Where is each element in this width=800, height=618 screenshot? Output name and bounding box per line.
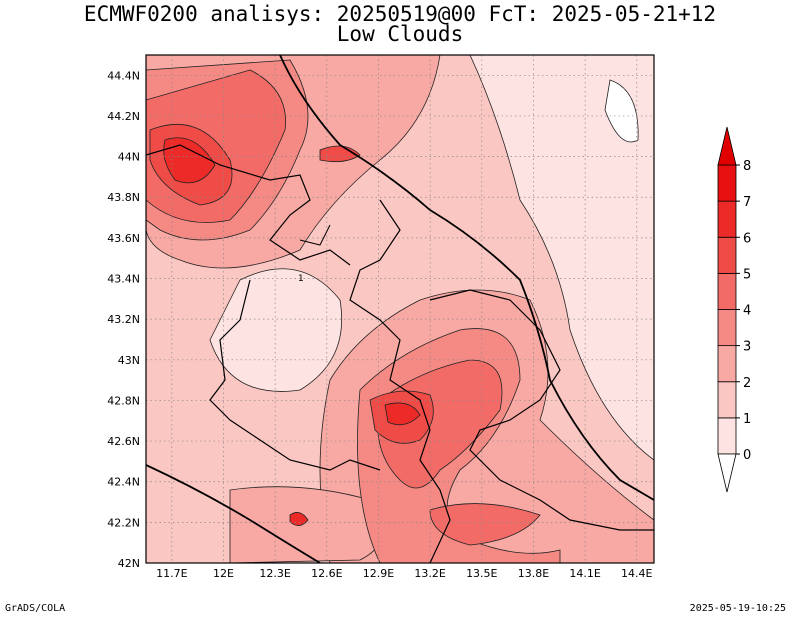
x-tick-label: 14.4E	[621, 567, 652, 580]
regional-border-1	[349, 199, 451, 563]
graticule	[146, 55, 654, 563]
colorbar-swatch	[717, 236, 737, 274]
map-title: ECMWF0200 analisys: 20250519@00 FcT: 202…	[83, 2, 717, 26]
regional-border-4	[429, 289, 654, 531]
y-tick-label: 43.6N	[107, 232, 140, 245]
map-subtitle: Low Clouds	[336, 22, 464, 46]
x-tick-label: 12.9E	[363, 567, 394, 580]
y-tick-label: 42.6N	[107, 435, 140, 448]
y-tick-label: 44.2N	[107, 110, 140, 123]
regional-border-2	[146, 144, 351, 266]
y-tick-label: 43.4N	[107, 273, 140, 286]
field-level-7-south	[384, 402, 421, 426]
colorbar-label: 5	[743, 267, 751, 282]
republic-border	[299, 224, 331, 246]
plot-frame	[145, 54, 655, 564]
field-level-3-sw	[229, 486, 384, 563]
colorbar-swatch	[717, 345, 737, 383]
x-tick-label: 11.7E	[156, 567, 187, 580]
colorbar-label: 0	[743, 448, 751, 463]
y-tick-label: 42.2N	[107, 516, 140, 529]
field-level-7	[163, 137, 216, 184]
y-tick-label: 43N	[118, 354, 140, 367]
regional-border-3	[209, 279, 381, 471]
colorbar-label: 3	[743, 340, 751, 355]
x-tick-label: 14.1E	[569, 567, 600, 580]
colorbar-label: 1	[743, 412, 751, 427]
x-tick-label: 12.3E	[259, 567, 290, 580]
field-level-6-center	[319, 145, 361, 163]
west-coastline	[146, 464, 321, 563]
field-level-0	[604, 79, 639, 143]
y-tick-label: 42N	[118, 557, 140, 570]
colorbar-label: 7	[743, 195, 751, 210]
footer-right-label: 2025-05-19-10:25	[689, 603, 786, 614]
x-tick-label: 13.5E	[466, 567, 497, 580]
contour-label: 1	[298, 274, 304, 284]
colorbar-min-arrow	[717, 453, 737, 493]
x-tick-label: 12E	[213, 567, 234, 580]
colorbar-label: 6	[743, 231, 751, 246]
x-tick-labels: 11.7E 12E 12.3E 12.6E 12.9E 13.2E 13.5E 13.8E 14…	[156, 567, 652, 580]
colorbar-swatch	[717, 200, 737, 238]
y-tick-label: 42.8N	[107, 394, 140, 407]
cloud-field	[146, 55, 654, 563]
x-tick-label: 13.2E	[414, 567, 445, 580]
colorbar-swatch	[717, 381, 737, 419]
colorbar-max-arrow	[717, 126, 737, 166]
x-tick-label: 13.8E	[518, 567, 549, 580]
colorbar: 0 1 2 3 4 5 6 7 8	[717, 126, 751, 493]
coastline	[279, 55, 654, 501]
y-tick-label: 43.8N	[107, 191, 140, 204]
y-tick-label: 43.2N	[107, 313, 140, 326]
colorbar-swatch	[717, 272, 737, 310]
y-tick-label: 42.4N	[107, 476, 140, 489]
borders	[146, 55, 654, 563]
colorbar-label: 8	[743, 159, 751, 174]
colorbar-swatch	[717, 309, 737, 347]
field-level-1-patch	[209, 268, 343, 392]
colorbar-swatch	[717, 417, 737, 455]
colorbar-swatch	[717, 164, 737, 202]
colorbar-label: 4	[743, 304, 751, 319]
y-tick-label: 44N	[118, 151, 140, 164]
colorbar-label: 2	[743, 376, 751, 391]
footer-left-label: GrADS/COLA	[5, 603, 66, 614]
x-tick-label: 12.6E	[311, 567, 342, 580]
y-tick-labels: 44.4N 44.2N 44N 43.8N 43.6N 43.4N 43.2N 43N 42.8…	[107, 69, 140, 570]
y-tick-label: 44.4N	[107, 69, 140, 82]
